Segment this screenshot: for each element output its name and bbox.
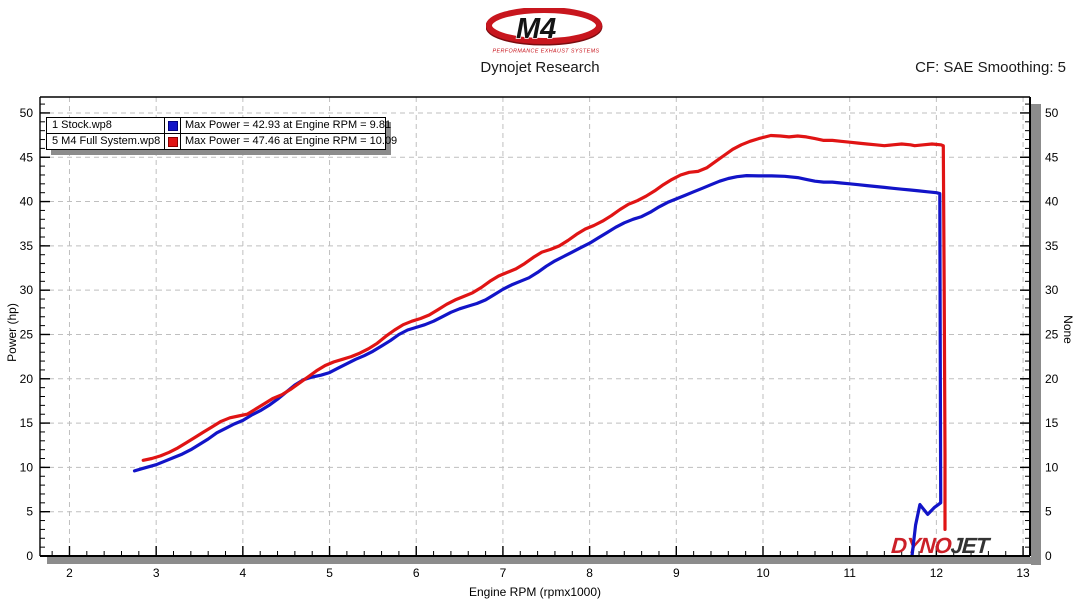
x-tick-label: 2	[66, 566, 73, 580]
x-tick-label: 6	[413, 566, 420, 580]
y-tick-label-left: 15	[20, 416, 34, 430]
x-tick-label: 7	[500, 566, 507, 580]
y-tick-label-left: 0	[26, 549, 33, 563]
m4-logo-tagline: PERFORMANCE EXHAUST SYSTEMS	[493, 49, 600, 55]
m4-logo-ellipse	[486, 8, 602, 44]
y-tick-label-left: 40	[20, 195, 34, 209]
x-axis-title: Engine RPM (rpmx1000)	[469, 585, 601, 599]
y-tick-label-right: 40	[1045, 195, 1059, 209]
y-tick-label-left: 20	[20, 372, 34, 386]
x-tick-label: 9	[673, 566, 680, 580]
y-tick-label-right: 20	[1045, 372, 1059, 386]
legend-run-name: 5 M4 Full System.wp8	[52, 135, 161, 147]
x-tick-label: 12	[930, 566, 944, 580]
legend-row-stock: 1 Stock.wp8 Max Power = 42.93 at Engine …	[47, 118, 392, 133]
power-curve-stock	[132, 174, 943, 556]
legend-swatch-blue-icon	[164, 118, 181, 133]
y-axis-title-right: None	[1061, 315, 1075, 344]
x-tick-label: 11	[843, 566, 856, 580]
legend-row-m4: 5 M4 Full System.wp8 Max Power = 47.46 a…	[47, 133, 398, 149]
y-tick-label-left: 5	[26, 505, 33, 519]
plot-shadow-bottom	[47, 557, 1041, 564]
y-tick-label-left: 50	[20, 106, 34, 120]
y-tick-label-right: 50	[1045, 106, 1059, 120]
legend-run-name: 1 Stock.wp8	[52, 119, 112, 131]
y-tick-label-right: 10	[1045, 460, 1059, 474]
power-curve-m4	[141, 133, 947, 532]
m4-logo: M4 PERFORMANCE EXHAUST SYSTEMS	[486, 8, 603, 55]
y-tick-label-left: 10	[20, 460, 34, 474]
x-tick-label: 13	[1016, 566, 1030, 580]
y-tick-label-right: 5	[1045, 505, 1052, 519]
legend-swatch-red-icon	[164, 134, 181, 149]
y-tick-label-left: 25	[20, 327, 34, 341]
legend-max-power: Max Power = 47.46 at Engine RPM = 10.09	[185, 135, 398, 147]
y-tick-label-right: 35	[1045, 239, 1059, 253]
y-axis-title-left: Power (hp)	[5, 303, 19, 362]
smoothing-setting: CF: SAE Smoothing: 5	[915, 59, 1066, 76]
x-tick-label: 8	[586, 566, 593, 580]
x-tick-label: 5	[326, 566, 333, 580]
y-tick-label-left: 45	[20, 150, 34, 164]
y-tick-label-right: 25	[1045, 327, 1059, 341]
y-tick-label-left: 30	[20, 283, 34, 297]
x-tick-label: 3	[153, 566, 160, 580]
m4-logo-text: M4	[516, 13, 556, 45]
plot-shadow-right	[1031, 104, 1041, 565]
y-tick-label-right: 15	[1045, 416, 1059, 430]
chart-legend: 1 Stock.wp8 Max Power = 42.93 at Engine …	[46, 117, 398, 150]
page-title: Dynojet Research	[480, 59, 600, 76]
y-tick-label-left: 35	[20, 239, 34, 253]
y-tick-label-right: 0	[1045, 549, 1052, 563]
x-tick-label: 10	[756, 566, 770, 580]
dynojet-logo: DYNOJET	[890, 533, 991, 558]
y-tick-label-right: 30	[1045, 283, 1059, 297]
legend-max-power: Max Power = 42.93 at Engine RPM = 9.81	[185, 119, 392, 131]
plot-area	[40, 97, 1030, 556]
x-tick-label: 4	[240, 566, 247, 580]
y-tick-label-right: 45	[1045, 150, 1059, 164]
